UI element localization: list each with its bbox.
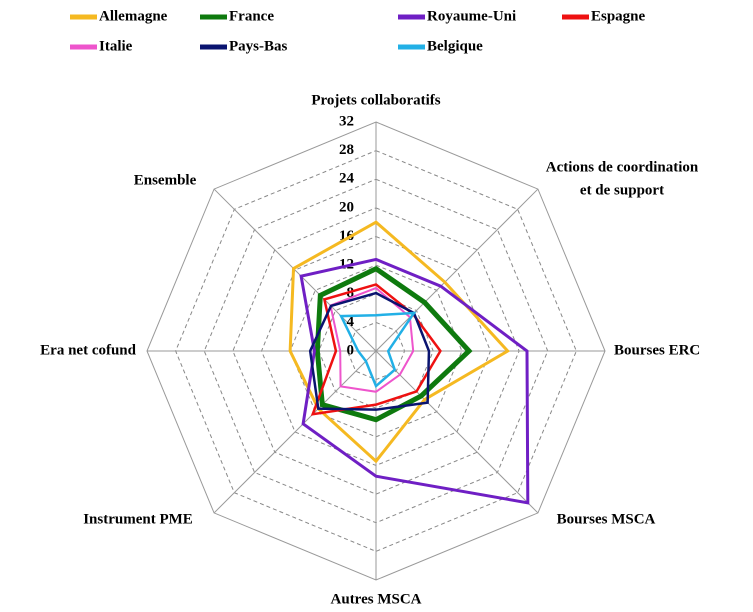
category-label: Actions de coordination xyxy=(546,159,699,175)
series-line xyxy=(314,265,473,423)
grid-ring xyxy=(175,150,577,552)
grid-ring xyxy=(232,207,520,495)
r-tick-label: 32 xyxy=(339,113,354,129)
legend-label: Royaume-Uni xyxy=(427,8,516,24)
legend-label: Espagne xyxy=(591,8,646,24)
legend-label: Italie xyxy=(99,38,133,54)
r-tick-label: 28 xyxy=(339,142,354,158)
axis-spoke xyxy=(213,350,377,514)
r-tick-label: 24 xyxy=(339,171,355,187)
legend-label: Belgique xyxy=(427,38,483,54)
legend-label: France xyxy=(229,8,274,24)
category-label: Era net cofund xyxy=(40,342,136,358)
series-line xyxy=(299,257,530,505)
category-label: Projets collaboratifs xyxy=(311,92,440,108)
category-label: Bourses ERC xyxy=(614,342,700,358)
r-tick-label: 4 xyxy=(347,314,355,330)
r-tick-label: 0 xyxy=(347,342,355,358)
axis-spoke xyxy=(375,188,539,352)
legend-label: Allemagne xyxy=(99,8,168,24)
r-tick-label: 20 xyxy=(339,199,354,215)
series-line xyxy=(329,286,415,393)
axis-spoke xyxy=(213,188,377,352)
legend-label: Pays-Bas xyxy=(229,38,288,54)
series-line xyxy=(339,311,417,389)
axis-spoke xyxy=(375,350,539,514)
category-label: Instrument PME xyxy=(83,511,193,527)
category-label: Autres MSCA xyxy=(331,591,422,607)
category-label: Ensemble xyxy=(134,172,197,188)
category-label: et de support xyxy=(580,182,664,198)
series-line xyxy=(308,291,431,411)
category-label: Bourses MSCA xyxy=(557,511,656,527)
series-line xyxy=(310,283,442,416)
